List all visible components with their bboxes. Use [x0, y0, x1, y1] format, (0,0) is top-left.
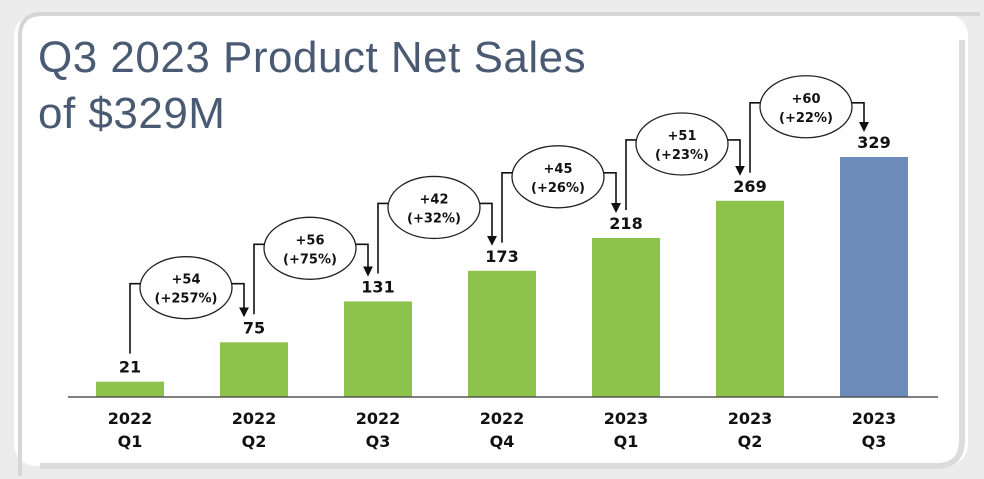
growth-percent-label-3: (+26%)	[531, 181, 585, 196]
growth-oval-2	[387, 175, 481, 240]
growth-delta-label-4: +51	[668, 129, 697, 144]
x-tick-label-year-4: 2023	[604, 409, 649, 428]
bar-6	[840, 157, 908, 397]
x-tick-label-quarter-6: Q3	[862, 432, 887, 451]
growth-percent-label-0: (+257%)	[155, 292, 218, 307]
growth-percent-label-4: (+23%)	[655, 148, 709, 163]
x-tick-label-year-1: 2022	[232, 409, 277, 428]
title-line-1: Q3 2023 Product Net Sales	[38, 33, 587, 82]
page-title: Q3 2023 Product Net Sales of $329M	[38, 30, 586, 142]
x-tick-label-quarter-5: Q2	[738, 432, 763, 451]
growth-oval-0	[139, 256, 233, 320]
bar-value-label-5: 269	[733, 177, 766, 196]
x-tick-label-quarter-0: Q1	[118, 432, 143, 451]
bar-5	[716, 200, 784, 397]
bar-1	[220, 342, 288, 397]
growth-percent-label-1: (+75%)	[283, 252, 337, 267]
growth-percent-label-2: (+32%)	[407, 211, 461, 226]
growth-percent-label-5: (+22%)	[779, 111, 833, 126]
x-tick-label-quarter-3: Q4	[490, 432, 515, 451]
growth-delta-label-3: +45	[544, 162, 573, 177]
growth-delta-label-0: +54	[172, 273, 201, 288]
bar-value-label-4: 218	[609, 214, 642, 233]
x-tick-label-quarter-4: Q1	[614, 432, 639, 451]
growth-oval-5	[759, 75, 853, 139]
title-line-2: of $329M	[38, 89, 226, 138]
bar-value-label-2: 131	[361, 277, 394, 296]
x-tick-label-year-6: 2023	[852, 409, 897, 428]
growth-delta-label-2: +42	[420, 192, 449, 207]
bar-value-label-1: 75	[243, 318, 265, 337]
bar-3	[468, 270, 536, 397]
bar-value-label-0: 21	[119, 358, 141, 377]
bar-0	[96, 381, 164, 397]
bar-2	[344, 301, 412, 397]
growth-delta-label-1: +56	[296, 233, 325, 248]
x-tick-label-year-5: 2023	[728, 409, 773, 428]
bar-value-label-6: 329	[857, 133, 890, 152]
x-tick-label-year-0: 2022	[108, 409, 153, 428]
x-tick-label-quarter-2: Q3	[366, 432, 391, 451]
growth-delta-label-5: +60	[792, 92, 821, 107]
growth-oval-3	[511, 145, 605, 209]
growth-oval-1	[263, 216, 357, 280]
bar-value-label-3: 173	[485, 247, 518, 266]
growth-oval-4	[635, 112, 729, 176]
x-tick-label-year-3: 2022	[480, 409, 525, 428]
x-tick-label-year-2: 2022	[356, 409, 401, 428]
x-tick-label-quarter-1: Q2	[242, 432, 267, 451]
bar-4	[592, 237, 660, 397]
